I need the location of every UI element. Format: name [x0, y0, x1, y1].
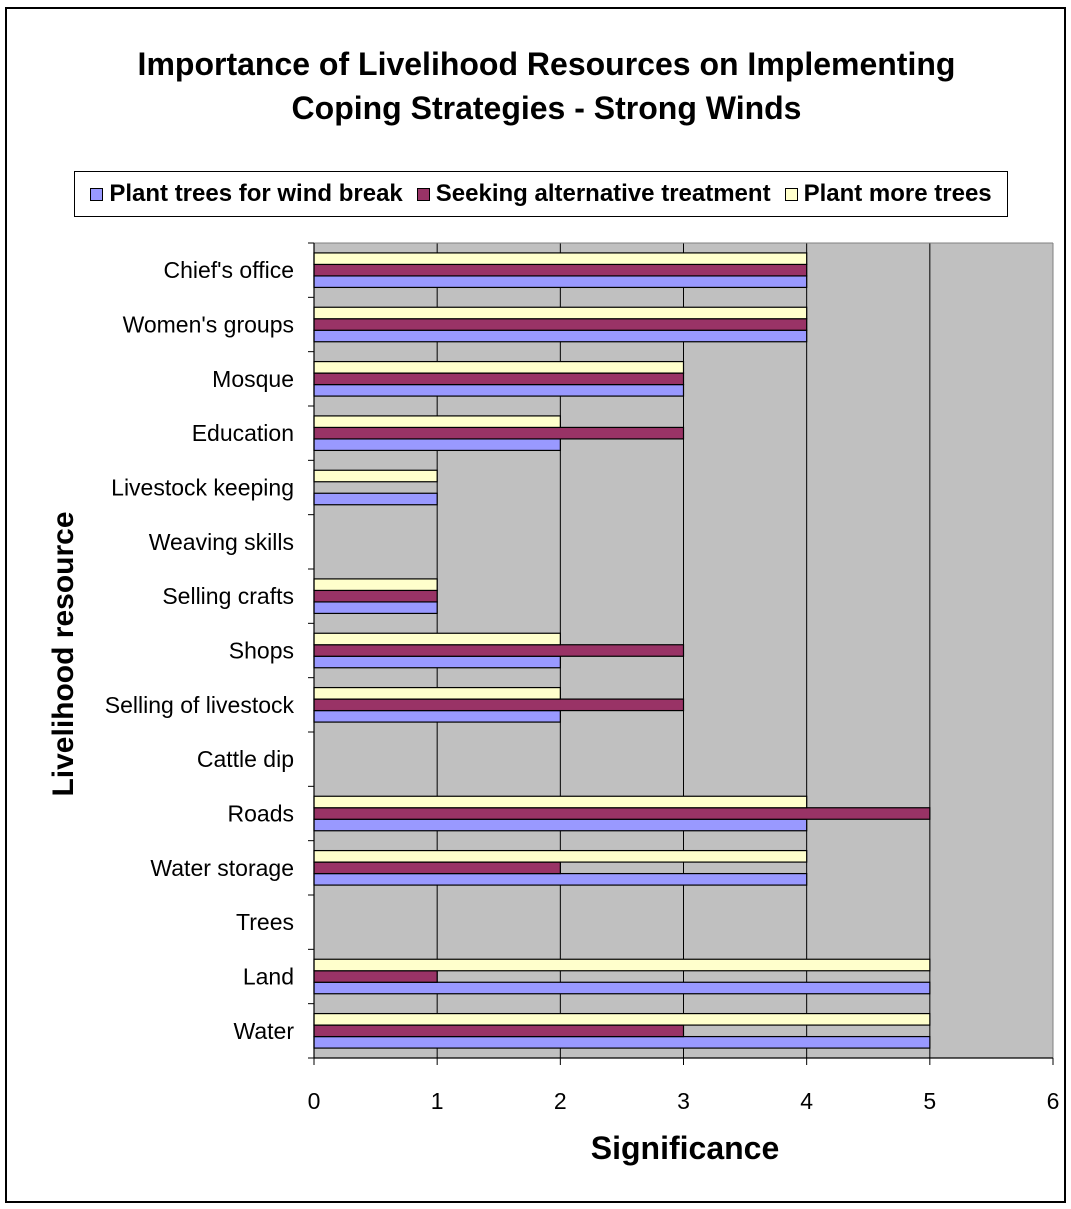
bar-2-12 [313, 360, 685, 374]
bar-2-14 [313, 252, 808, 266]
category-label-4: Roads [228, 801, 294, 827]
bar-0-11 [313, 438, 561, 452]
bar-1-1 [313, 970, 438, 983]
bar-2-11 [313, 415, 561, 429]
bar-2-1 [313, 958, 931, 972]
category-label-13: Women's groups [123, 312, 294, 338]
bar-2-6 [313, 686, 561, 700]
bar-1-0 [313, 1024, 685, 1038]
bar-0-14 [313, 275, 808, 289]
bar-0-13 [313, 329, 808, 343]
category-label-5: Cattle dip [197, 746, 294, 772]
legend-label-0: Plant trees for wind break [109, 180, 403, 207]
legend-item-2: Plant more trees [784, 180, 992, 208]
category-label-12: Mosque [212, 366, 294, 392]
legend-item-0: Plant trees for wind break [90, 180, 403, 208]
category-label-7: Shops [229, 638, 294, 664]
category-label-2: Trees [236, 909, 294, 935]
x-tick-label-6: 6 [1047, 1088, 1060, 1114]
bar-2-0 [313, 1012, 931, 1026]
category-label-3: Water storage [150, 855, 294, 881]
bar-2-3 [313, 849, 808, 863]
bar-2-10 [313, 469, 438, 483]
x-tick-label-0: 0 [308, 1088, 321, 1114]
bar-1-8 [313, 589, 438, 603]
bar-2-13 [313, 306, 808, 320]
bar-1-11 [313, 426, 685, 440]
bar-0-0 [313, 1035, 931, 1049]
x-tick-label-2: 2 [554, 1088, 567, 1114]
bar-0-10 [313, 492, 438, 506]
category-label-9: Weaving skills [149, 529, 294, 555]
bar-0-1 [313, 981, 931, 995]
category-label-10: Livestock keeping [111, 475, 294, 501]
bar-0-3 [313, 872, 808, 886]
category-label-14: Chief's office [163, 257, 294, 283]
bar-0-4 [313, 818, 808, 832]
bar-1-14 [313, 263, 808, 277]
x-tick-label-4: 4 [800, 1088, 813, 1114]
chart-title-line-1: Importance of Livelihood Resources on Im… [137, 46, 956, 82]
bar-0-6 [313, 709, 561, 723]
bar-2-8 [313, 578, 438, 592]
chart-title: Importance of Livelihood Resources on Im… [0, 42, 1071, 130]
bar-0-12 [313, 383, 685, 397]
bar-2-4 [313, 795, 808, 809]
category-label-0: Water [234, 1018, 295, 1044]
legend-label-2: Plant more trees [803, 180, 992, 207]
legend-swatch-0 [90, 187, 104, 201]
bar-0-7 [313, 655, 561, 669]
bar-1-7 [313, 644, 685, 657]
legend-label-1: Seeking alternative treatment [435, 180, 771, 207]
bar-1-12 [313, 372, 685, 386]
bar-1-3 [313, 861, 561, 875]
x-tick-label-1: 1 [431, 1088, 444, 1114]
category-label-6: Selling of livestock [105, 692, 295, 718]
legend-swatch-1 [416, 187, 430, 201]
legend-swatch-2 [784, 187, 798, 201]
bar-1-6 [313, 698, 685, 712]
bar-2-7 [313, 632, 561, 646]
x-tick-label-3: 3 [677, 1088, 690, 1114]
category-label-11: Education [192, 420, 294, 446]
x-axis-title: Significance [590, 1130, 780, 1166]
category-label-8: Selling crafts [162, 583, 294, 609]
x-tick-label-5: 5 [923, 1088, 936, 1114]
bar-1-13 [313, 318, 808, 331]
bar-0-8 [313, 601, 438, 615]
chart-title-line-2: Coping Strategies - Strong Winds [291, 90, 802, 126]
bar-1-4 [313, 807, 931, 820]
legend: Plant trees for wind break Seeking alter… [74, 171, 1008, 217]
legend-item-1: Seeking alternative treatment [416, 180, 771, 208]
category-label-1: Land [243, 964, 294, 990]
